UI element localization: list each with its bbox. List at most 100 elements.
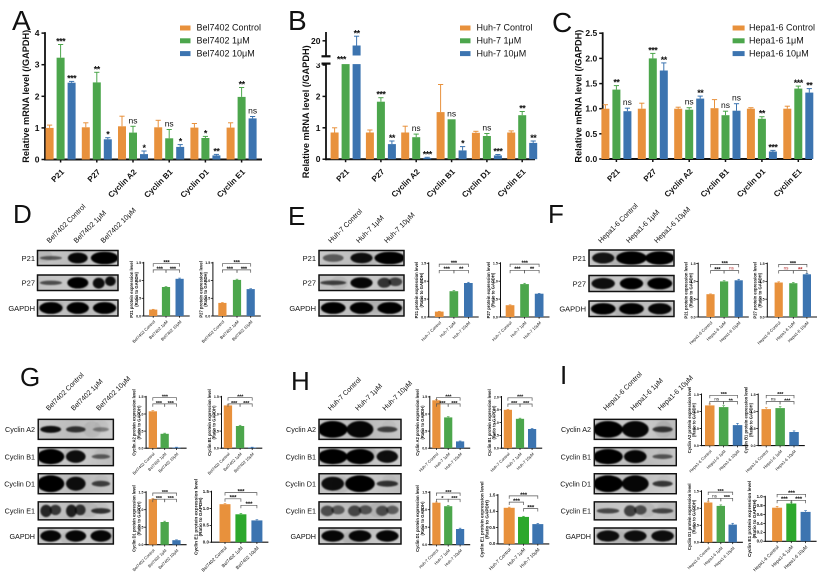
svg-text:I: I [560, 360, 567, 390]
svg-text:0.5: 0.5 [136, 297, 141, 301]
svg-text:2.0: 2.0 [585, 53, 597, 63]
svg-text:1.0: 1.0 [694, 507, 699, 511]
svg-text:1.0: 1.0 [422, 412, 427, 416]
svg-text:0.5: 0.5 [493, 297, 498, 301]
svg-text:0.5: 0.5 [139, 526, 144, 530]
svg-text:1.5: 1.5 [139, 491, 144, 495]
svg-text:Cyclin E1: Cyclin E1 [5, 507, 35, 516]
svg-text:***: *** [241, 267, 248, 273]
svg-text:ns: ns [721, 100, 730, 110]
svg-text:0.5: 0.5 [751, 427, 756, 431]
svg-text:0.5: 0.5 [422, 526, 427, 530]
svg-text:GAPDH: GAPDH [565, 532, 591, 541]
svg-text:A: A [12, 5, 31, 36]
svg-text:P27: P27 [370, 167, 387, 184]
svg-text:Cyclin D1 protein expression l: Cyclin D1 protein expression level [687, 483, 692, 550]
svg-text:P27: P27 [573, 279, 586, 288]
svg-text:1.0: 1.0 [494, 421, 499, 425]
svg-text:***: *** [517, 395, 524, 401]
svg-text:(Ratio to GAPDH): (Ratio to GAPDH) [748, 402, 753, 437]
svg-text:Cyclin D1: Cyclin D1 [285, 480, 316, 489]
svg-text:0.5: 0.5 [421, 297, 426, 301]
svg-text:2: 2 [35, 91, 40, 101]
svg-text:ns: ns [732, 93, 741, 103]
svg-text:(Ratio to GAPDH): (Ratio to GAPDH) [491, 272, 496, 307]
svg-text:Cyclin E1: Cyclin E1 [772, 167, 804, 199]
svg-text:1.0: 1.0 [203, 506, 210, 511]
svg-text:P21 protein expression level: P21 protein expression level [414, 262, 419, 319]
svg-text:Relative mRNA level (/GAPDH): Relative mRNA level (/GAPDH) [574, 30, 584, 163]
svg-text:**: ** [759, 109, 766, 119]
svg-text:*: * [441, 496, 444, 502]
svg-text:*: * [204, 128, 208, 138]
svg-text:2.0: 2.0 [494, 395, 499, 399]
svg-text:(Ratio to GAPDH): (Ratio to GAPDH) [419, 272, 424, 307]
svg-text:F: F [548, 199, 564, 229]
svg-text:Cyclin D1: Cyclin D1 [460, 167, 493, 200]
svg-text:B: B [288, 5, 307, 36]
svg-text:Hepa1-6 Control: Hepa1-6 Control [749, 23, 815, 33]
svg-text:**: ** [519, 104, 526, 114]
svg-text:**: ** [530, 267, 535, 273]
svg-text:(Ratio to GAPDH): (Ratio to GAPDH) [688, 272, 693, 307]
svg-text:0.0: 0.0 [422, 543, 427, 547]
svg-text:P27 protein expression level: P27 protein expression level [486, 262, 491, 319]
svg-text:***: *** [231, 401, 238, 407]
svg-text:***: *** [227, 267, 234, 273]
svg-text:P21: P21 [22, 254, 35, 263]
svg-text:Huh-7 10μM: Huh-7 10μM [382, 210, 416, 244]
svg-text:0.5: 0.5 [139, 429, 144, 433]
svg-text:(Ratio to GAPDH): (Ratio to GAPDH) [752, 499, 757, 538]
svg-text:**: ** [613, 78, 620, 88]
svg-text:***: *** [234, 261, 241, 267]
svg-text:Bel7402 Control: Bel7402 Control [197, 23, 262, 33]
svg-text:Cyclin A2 protein expression l: Cyclin A2 protein expression level [132, 389, 137, 456]
svg-text:1.5: 1.5 [760, 262, 765, 266]
svg-text:3: 3 [316, 60, 321, 70]
svg-text:ns: ns [412, 123, 421, 133]
svg-text:1.0: 1.0 [489, 509, 496, 514]
svg-text:0.5: 0.5 [422, 429, 427, 433]
svg-text:1.5: 1.5 [214, 395, 219, 399]
svg-text:***: *** [170, 267, 177, 273]
svg-text:ns: ns [482, 123, 491, 133]
svg-text:Cyclin B1 protein expression l: Cyclin B1 protein expression level [207, 389, 212, 456]
svg-text:Cyclin D1: Cyclin D1 [560, 480, 591, 489]
svg-text:***: *** [788, 490, 795, 497]
svg-text:(Ratio to GAPDH): (Ratio to GAPDH) [692, 402, 697, 437]
svg-text:Cyclin E1 protein expression: Cyclin E1 protein expression level [193, 479, 198, 555]
svg-text:(Ratio to GAPDH): (Ratio to GAPDH) [134, 271, 139, 306]
svg-text:***: *** [243, 401, 250, 407]
svg-text:Huh-7 Control: Huh-7 Control [477, 23, 533, 33]
svg-text:Cyclin A2: Cyclin A2 [106, 167, 138, 199]
svg-text:Relative mRNA level (/GAPDH): Relative mRNA level (/GAPDH) [301, 45, 311, 178]
svg-text:GAPDH: GAPDH [9, 532, 35, 541]
svg-text:(Ratio to GAPDH): (Ratio to GAPDH) [692, 499, 697, 534]
svg-text:***: *** [794, 78, 804, 88]
svg-text:***: *** [777, 392, 784, 398]
svg-text:***: *** [162, 490, 169, 496]
svg-text:0.0: 0.0 [694, 541, 699, 545]
svg-text:(Ratio to GAPDH): (Ratio to GAPDH) [136, 405, 141, 440]
svg-text:**: ** [530, 133, 537, 143]
svg-text:1.5: 1.5 [694, 393, 699, 397]
svg-text:1.5: 1.5 [585, 79, 597, 89]
svg-text:***: *** [784, 398, 791, 404]
svg-text:0: 0 [316, 154, 321, 164]
svg-text:Cyclin B1: Cyclin B1 [425, 167, 458, 200]
svg-text:GAPDH: GAPDH [289, 304, 316, 313]
svg-text:0.0: 0.0 [136, 314, 141, 318]
svg-text:Huh-7 1μM: Huh-7 1μM [354, 383, 384, 413]
svg-text:***: *** [444, 267, 451, 273]
svg-text:**: ** [213, 146, 220, 156]
svg-text:***: *** [168, 496, 175, 502]
svg-text:***: *** [162, 395, 169, 401]
svg-text:P21 protein expression level: P21 protein expression level [129, 261, 134, 318]
svg-text:GAPDH: GAPDH [290, 532, 316, 541]
svg-text:0.0: 0.0 [421, 315, 426, 319]
svg-text:*: * [106, 130, 110, 140]
svg-text:*: * [461, 139, 465, 149]
svg-text:P21: P21 [605, 167, 622, 184]
svg-text:1.5: 1.5 [493, 262, 498, 266]
svg-text:0.0: 0.0 [489, 541, 496, 546]
